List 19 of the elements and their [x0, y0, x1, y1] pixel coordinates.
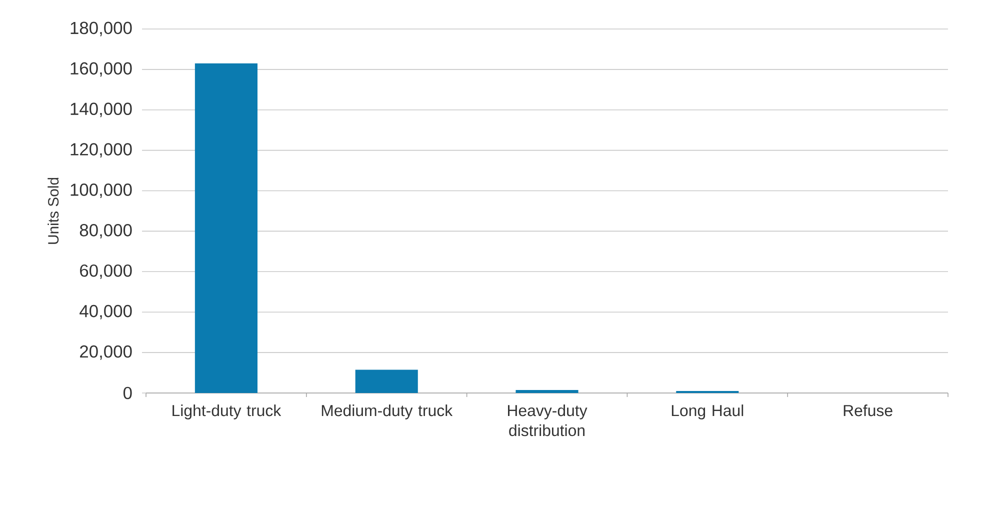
- y-tick-label: 160,000: [70, 62, 132, 77]
- y-tick-label: 0: [123, 386, 132, 400]
- y-tick-label: 180,000: [70, 22, 132, 36]
- y-tick-label: 120,000: [70, 143, 132, 158]
- x-tick-label: Long Haul: [672, 404, 744, 420]
- y-tick-label: 100,000: [70, 184, 132, 198]
- x-tick-label: Medium-duty truck: [322, 404, 453, 420]
- y-tick-label: 140,000: [70, 102, 132, 118]
- y-axis-title: Units Sold: [48, 178, 59, 244]
- bar: [355, 370, 418, 393]
- x-tick-label: Refuse: [844, 404, 892, 416]
- y-tick-label: 20,000: [80, 345, 132, 360]
- y-tick-label: 60,000: [80, 264, 132, 279]
- bar: [516, 390, 578, 393]
- y-tick-label: 80,000: [80, 224, 132, 238]
- x-tick-label: Heavy-duty distribution: [508, 404, 588, 436]
- y-tick-label: 40,000: [80, 304, 132, 320]
- bar: [194, 63, 258, 393]
- x-tick-label: Light-duty truck: [172, 404, 282, 420]
